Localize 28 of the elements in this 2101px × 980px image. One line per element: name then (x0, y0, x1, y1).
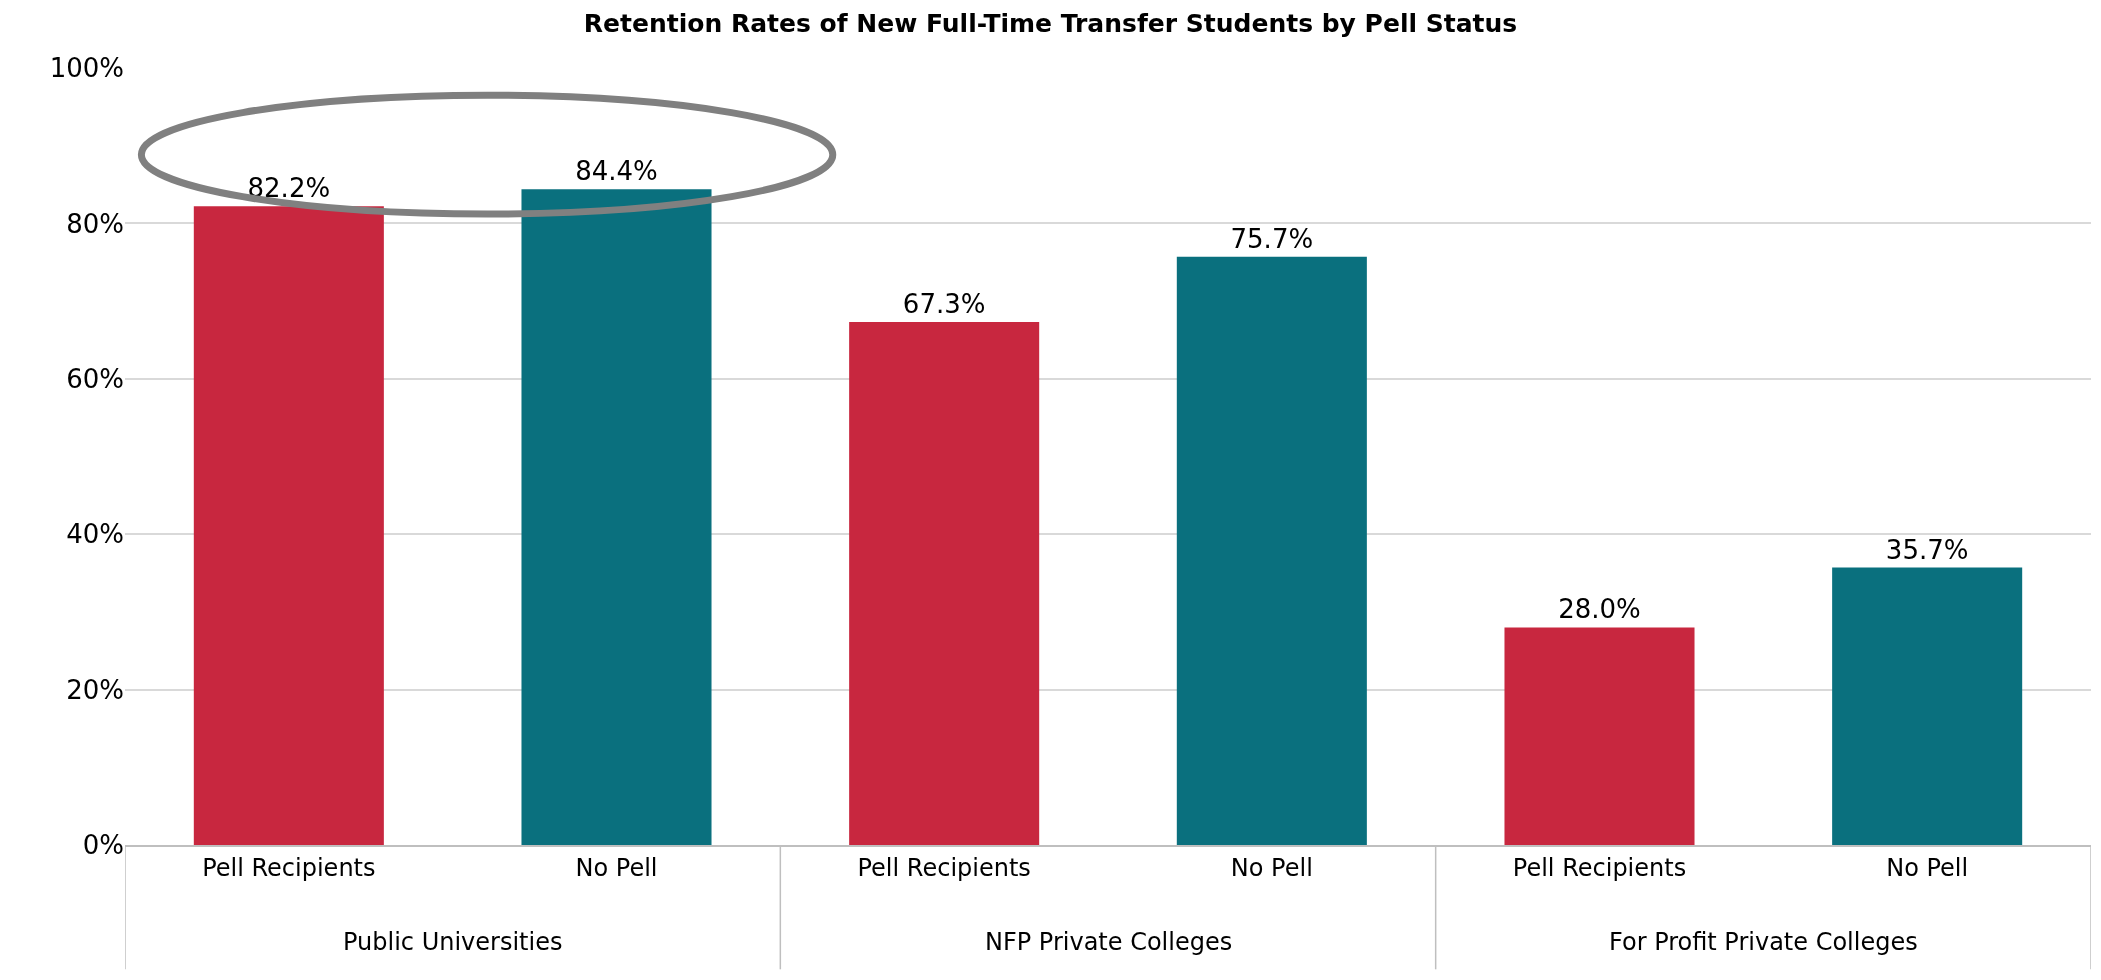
text: Public Universities (343, 928, 563, 956)
bar (1832, 567, 2023, 845)
x-tick-label: No Pell (575, 853, 658, 882)
data-label: 67.3% (902, 289, 986, 320)
data-label: 82.2% (247, 173, 331, 204)
x-tick-label: No Pell (1886, 853, 1969, 882)
bar (1176, 256, 1367, 845)
y-tick-label: 60% (66, 363, 124, 394)
data-label: 84.4% (575, 156, 658, 187)
data-label: 35.7% (1885, 534, 1969, 565)
data-label: 28.0% (1558, 594, 1641, 625)
y-tick-label: 0% (82, 830, 124, 861)
y-tick-label: 100% (49, 53, 124, 84)
y-tick-label: 20% (66, 674, 124, 705)
chart-title: Retention Rates of New Full-Time Transfer Students by Pell Status (583, 9, 1518, 39)
x-tick-label: Pell Recipients (857, 853, 1031, 882)
y-tick-label: 40% (66, 519, 124, 550)
text: For Profit Private Colleges (1609, 928, 1918, 956)
bar (193, 206, 384, 845)
bar (849, 322, 1040, 845)
x-tick-label: No Pell (1230, 853, 1313, 882)
y-tick-label: 80% (66, 208, 124, 239)
x-tick-label: Pell Recipients (202, 853, 376, 882)
bar (521, 189, 712, 845)
data-label: 75.7% (1230, 223, 1314, 254)
x-tick-label: Pell Recipients (1512, 853, 1687, 882)
text: NFP Private Colleges (985, 928, 1233, 956)
bar (1504, 627, 1695, 845)
